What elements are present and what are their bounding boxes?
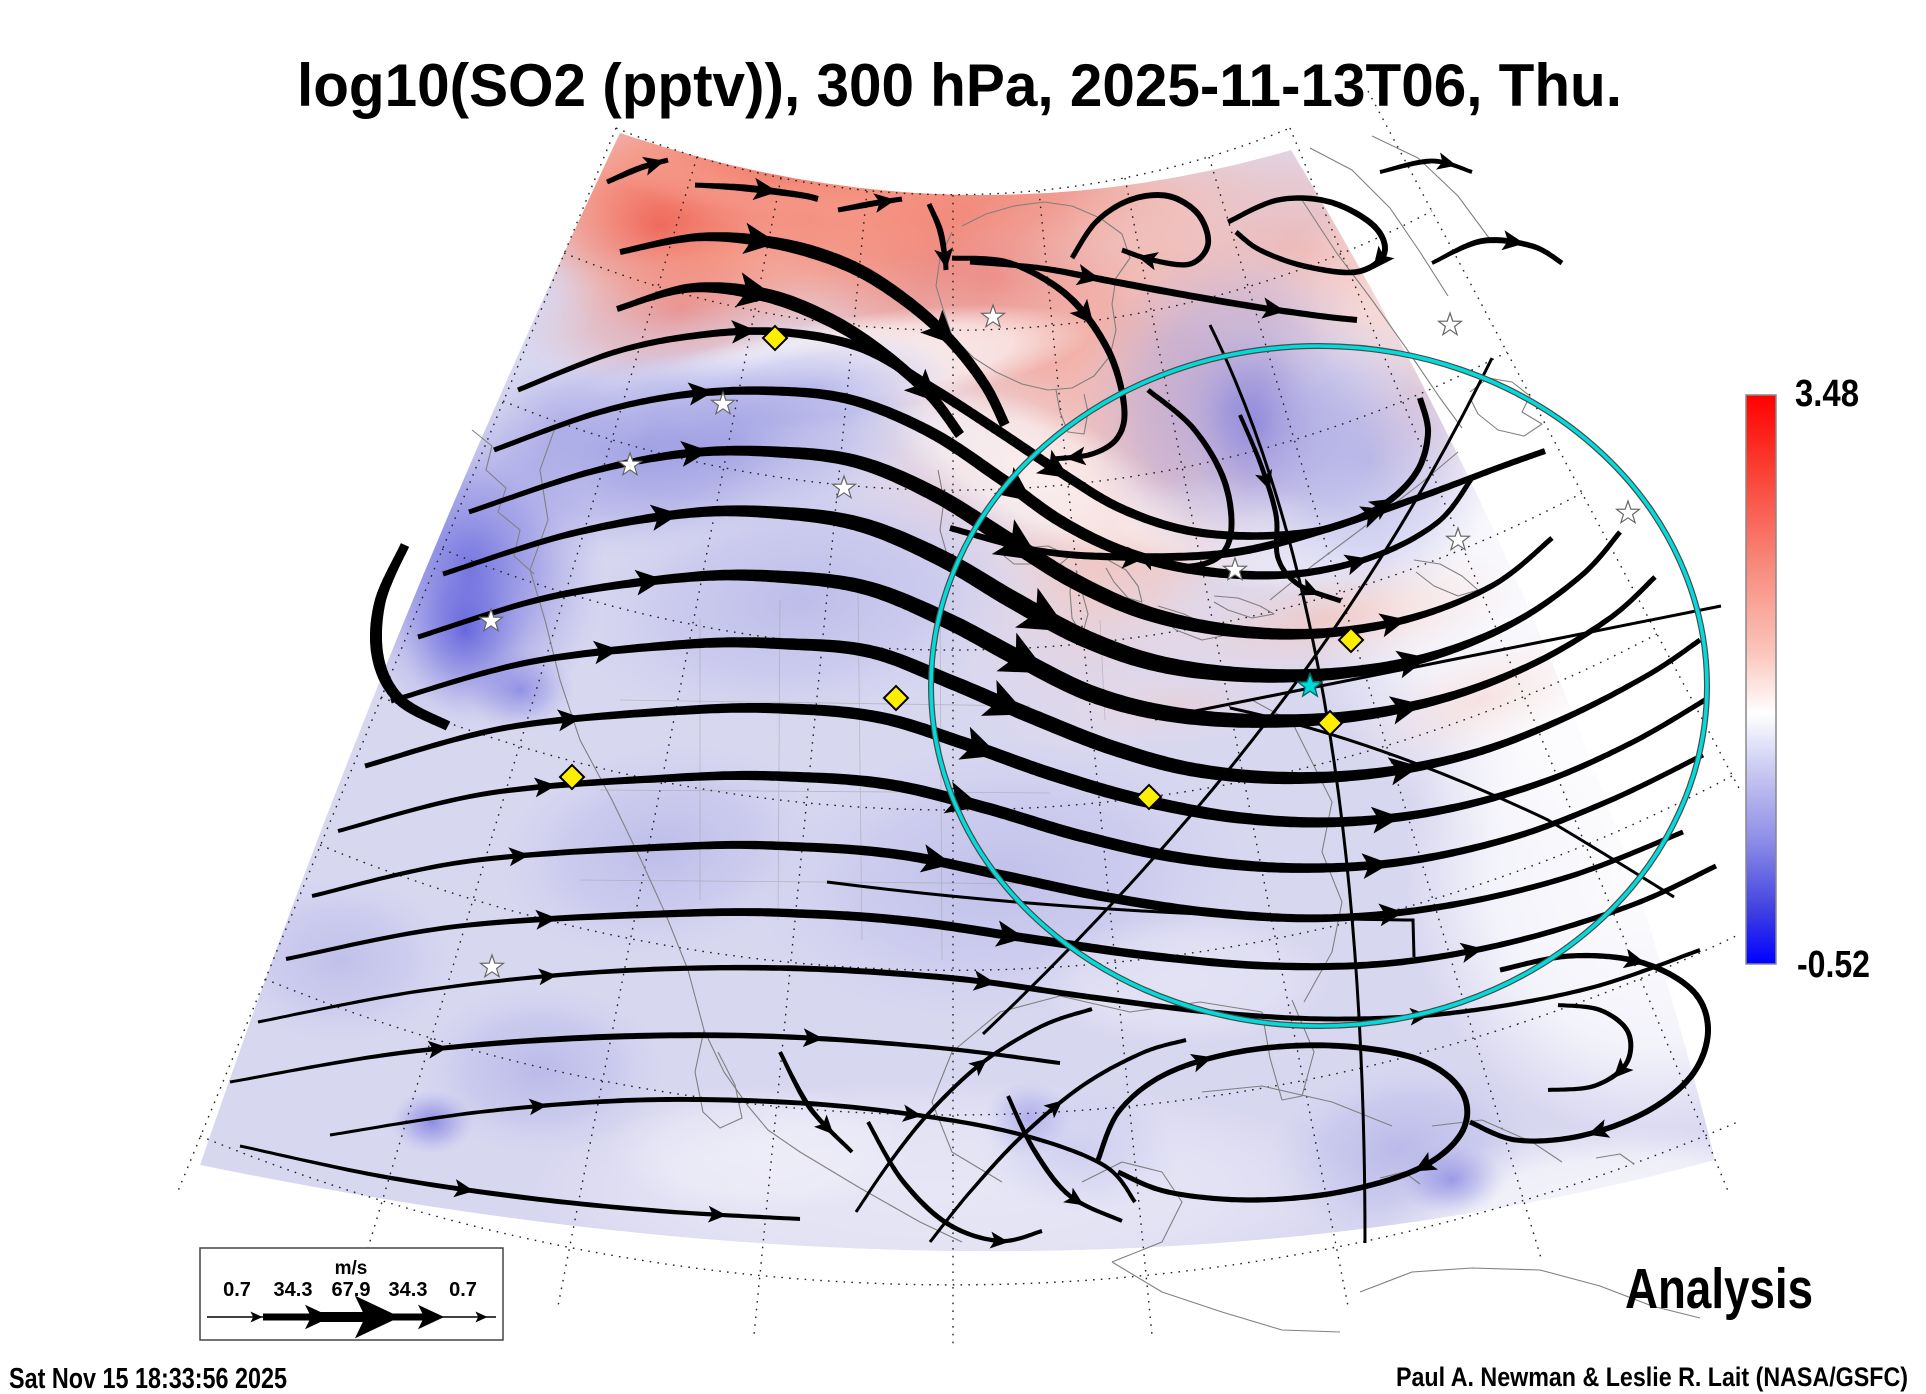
svg-text:log10(SO2 (pptv)), 300 hPa, 20: log10(SO2 (pptv)), 300 hPa, 2025-11-13T0…: [297, 52, 1622, 119]
svg-text:0.7: 0.7: [223, 1279, 251, 1301]
svg-text:-0.52: -0.52: [1797, 944, 1870, 986]
svg-text:Analysis: Analysis: [1625, 1257, 1813, 1321]
svg-text:34.3: 34.3: [274, 1279, 313, 1301]
svg-text:3.48: 3.48: [1795, 373, 1859, 415]
svg-text:0.7: 0.7: [449, 1279, 477, 1301]
svg-text:m/s: m/s: [335, 1258, 368, 1279]
svg-text:Sat Nov 15 18:33:56 2025: Sat Nov 15 18:33:56 2025: [9, 1363, 287, 1394]
svg-text:Paul A. Newman & Leslie R. Lai: Paul A. Newman & Leslie R. Lait (NASA/GS…: [1396, 1362, 1908, 1392]
svg-text:34.3: 34.3: [389, 1279, 428, 1301]
svg-text:67.9: 67.9: [332, 1279, 371, 1301]
